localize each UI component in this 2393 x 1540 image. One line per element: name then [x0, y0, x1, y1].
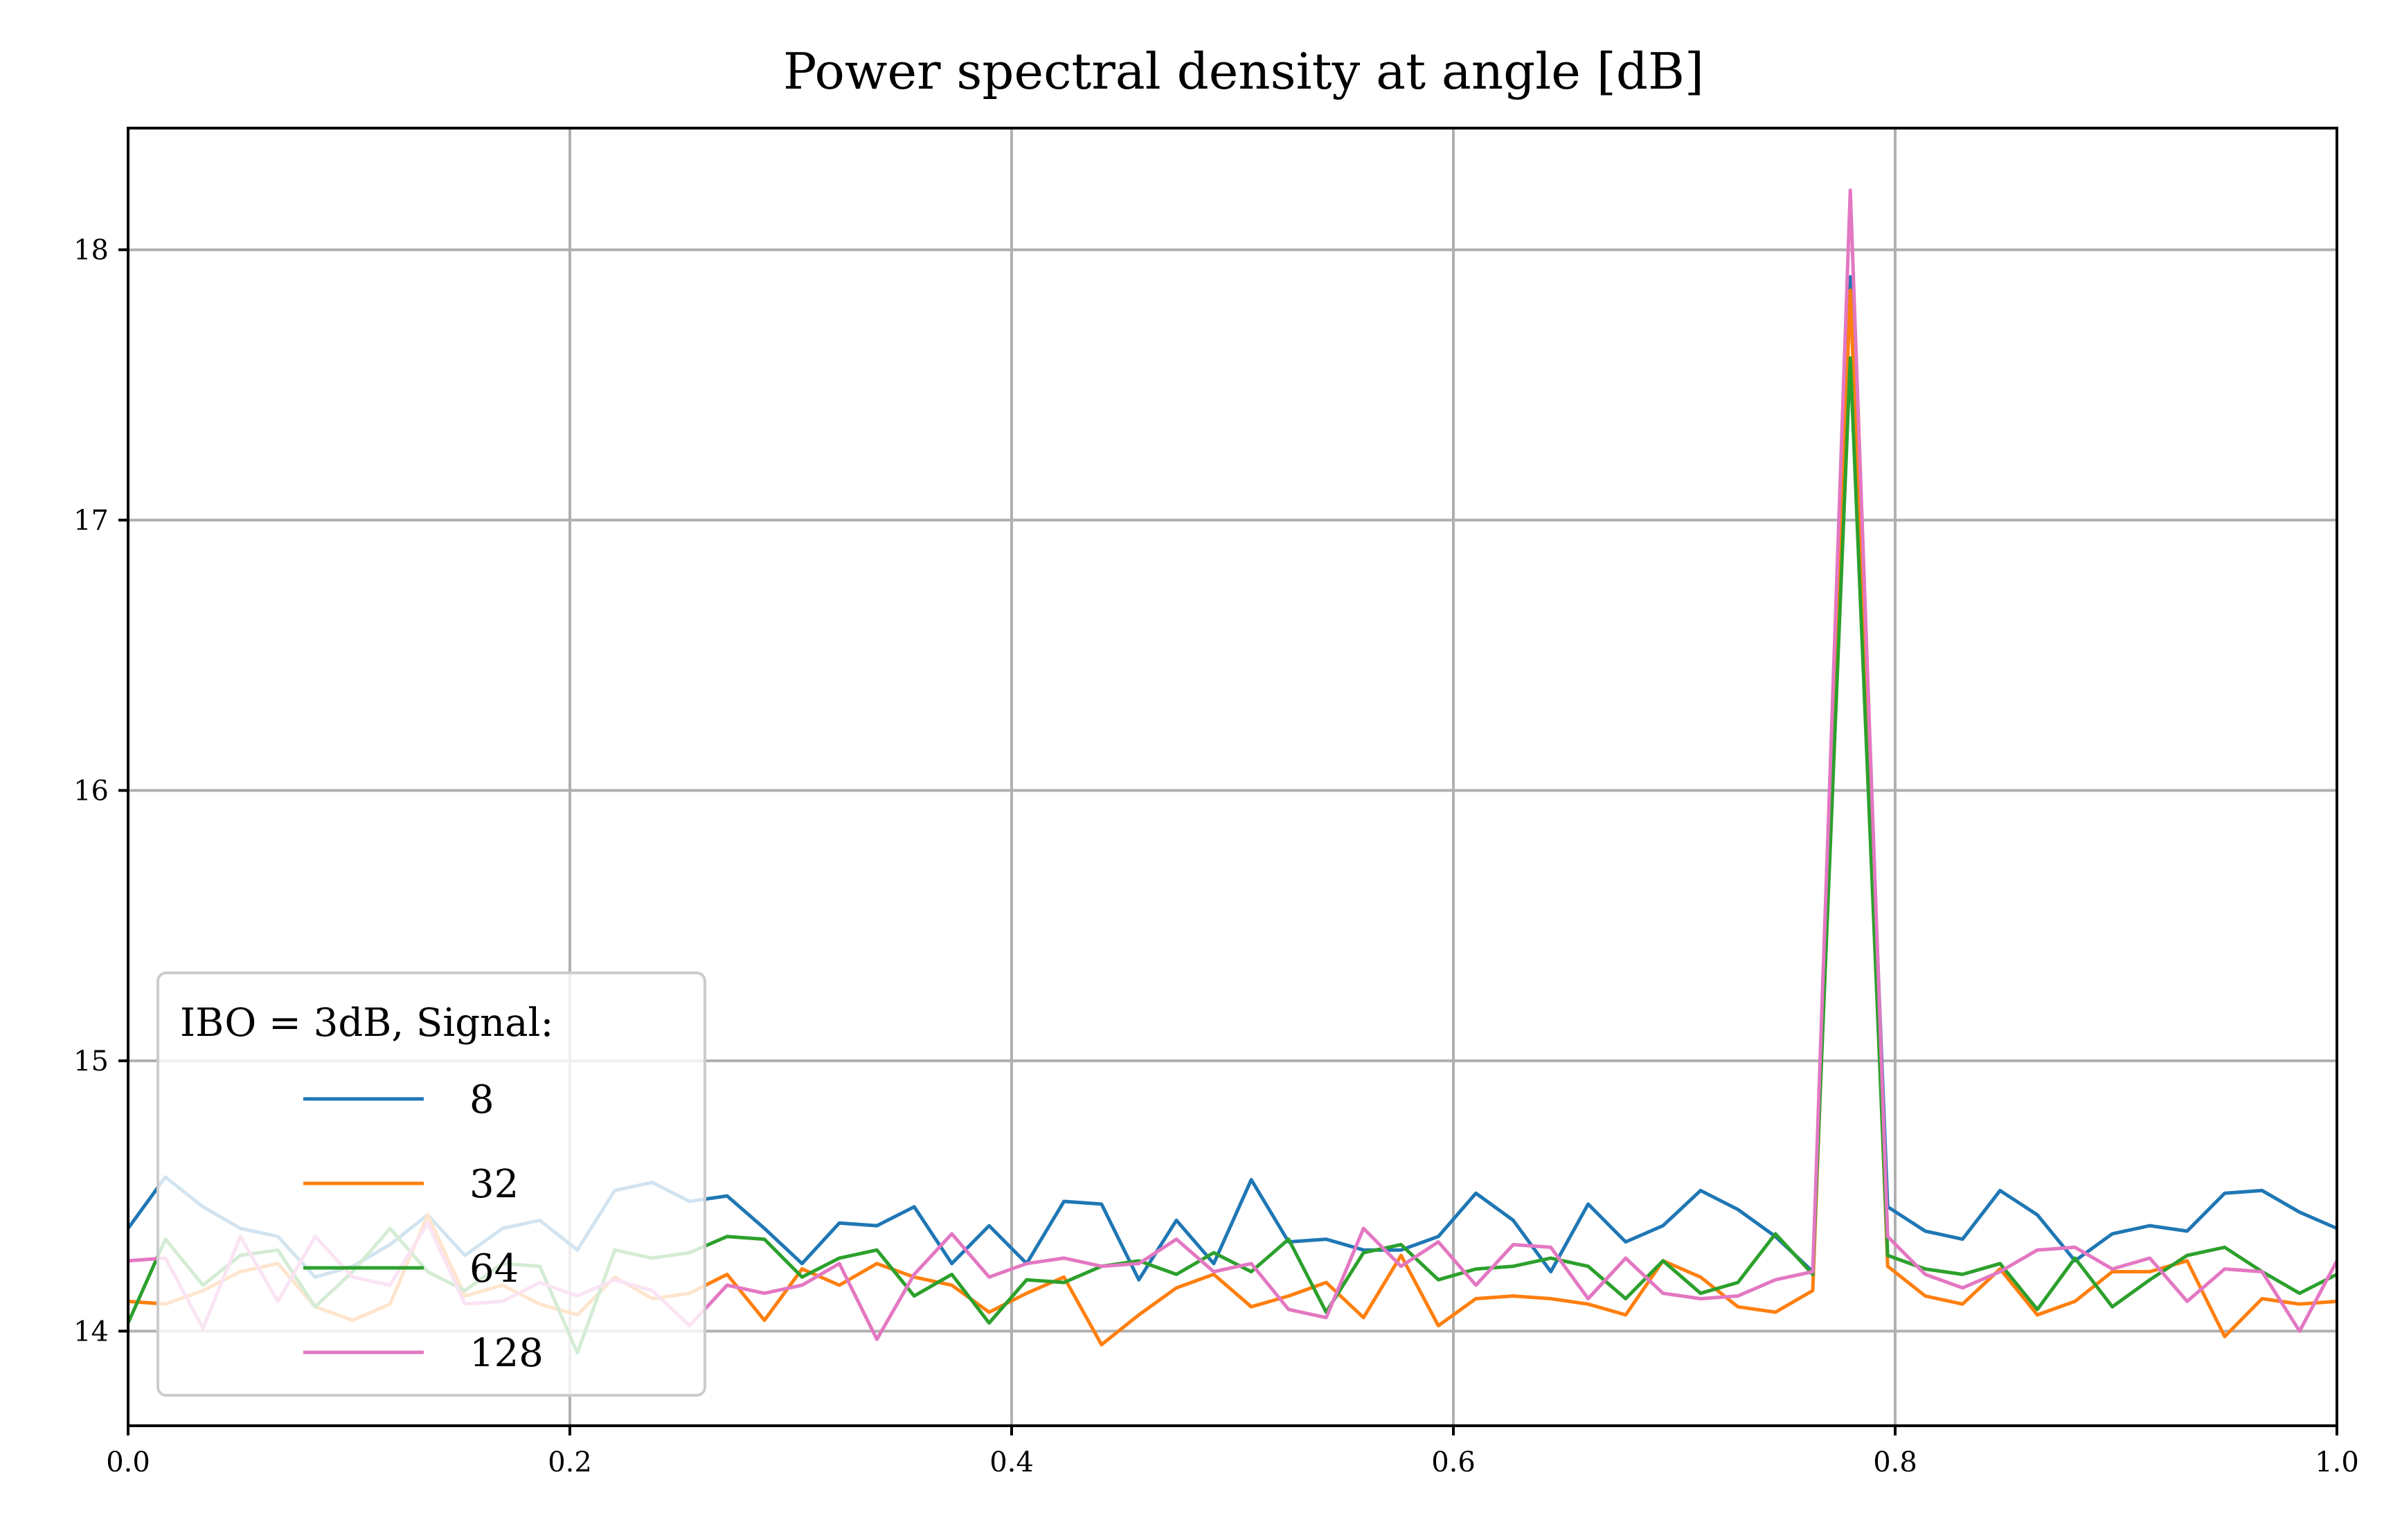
y-tick-label: 14 — [73, 1316, 109, 1348]
legend-title: IBO = 3dB, Signal: — [180, 1001, 553, 1046]
chart-title: Power spectral density at angle [dB] — [783, 42, 1704, 100]
y-tick-label: 15 — [73, 1046, 109, 1077]
y-tick-label: 17 — [73, 505, 109, 537]
legend-entry-32: 32 — [303, 1162, 519, 1207]
x-tick-label: 0.4 — [989, 1447, 1034, 1478]
x-tick-label: 0.8 — [1873, 1447, 1917, 1478]
legend-label: 32 — [469, 1162, 519, 1207]
tick-layer: 0.0 0.2 0.4 0.6 0.8 1.0 14 15 16 17 18 — [73, 235, 2359, 1478]
x-tick-label: 0.6 — [1431, 1447, 1476, 1478]
legend-label: 8 — [469, 1077, 494, 1122]
legend-label: 128 — [469, 1331, 544, 1376]
legend-entry-128: 128 — [303, 1331, 544, 1376]
x-tick-label: 1.0 — [2315, 1447, 2359, 1478]
legend-entries: 8 32 64 128 — [303, 1077, 544, 1376]
legend-entry-64: 64 — [303, 1246, 519, 1291]
legend: IBO = 3dB, Signal: 8 32 64 128 — [156, 972, 706, 1397]
legend-box — [156, 972, 706, 1397]
plot-frame — [127, 127, 2338, 1427]
x-tick-label: 0.0 — [106, 1447, 150, 1478]
y-tick-label: 18 — [73, 235, 109, 267]
legend-entry-8: 8 — [303, 1077, 494, 1122]
x-tick-label: 0.2 — [548, 1447, 592, 1478]
legend-label: 64 — [469, 1246, 519, 1291]
y-tick-label: 16 — [73, 776, 109, 807]
